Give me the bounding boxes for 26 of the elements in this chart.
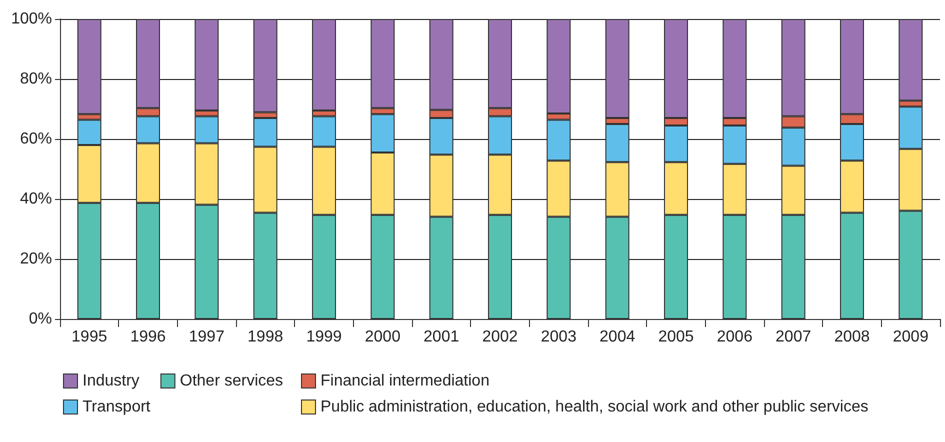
legend-label: Industry	[82, 372, 140, 390]
legend-label: Other services	[180, 372, 284, 390]
x-tick-label: 2003	[540, 328, 577, 346]
x-tick-label: 2007	[776, 328, 812, 346]
y-tick-label: 60%	[20, 130, 52, 148]
legend-label: Financial intermediation	[320, 372, 490, 390]
x-tick-label: 2002	[482, 328, 518, 346]
x-tick-label: 2006	[716, 328, 753, 346]
x-tick-label: 1995	[72, 328, 108, 346]
legend-label: Transport	[82, 398, 151, 416]
x-tick-label: 2004	[600, 328, 636, 346]
x-tick-label: 2001	[424, 328, 460, 346]
x-tick-label: 2005	[658, 328, 694, 346]
y-tick-label: 100%	[11, 10, 52, 28]
legend-label: Public administration, education, health, social work and other public services	[320, 398, 868, 416]
x-tick-label: 2000	[364, 328, 401, 346]
x-tick-label: 2009	[892, 328, 929, 346]
y-tick-label: 80%	[20, 70, 52, 88]
y-tick-label: 20%	[20, 250, 52, 268]
y-tick-label: 0%	[28, 310, 52, 328]
x-tick-label: 1997	[188, 328, 225, 346]
x-tick-label: 1998	[248, 328, 284, 346]
x-tick-label: 1999	[306, 328, 342, 346]
x-tick-label: 2008	[834, 328, 870, 346]
x-tick-label: 1996	[130, 328, 166, 346]
y-tick-label: 40%	[20, 190, 52, 208]
